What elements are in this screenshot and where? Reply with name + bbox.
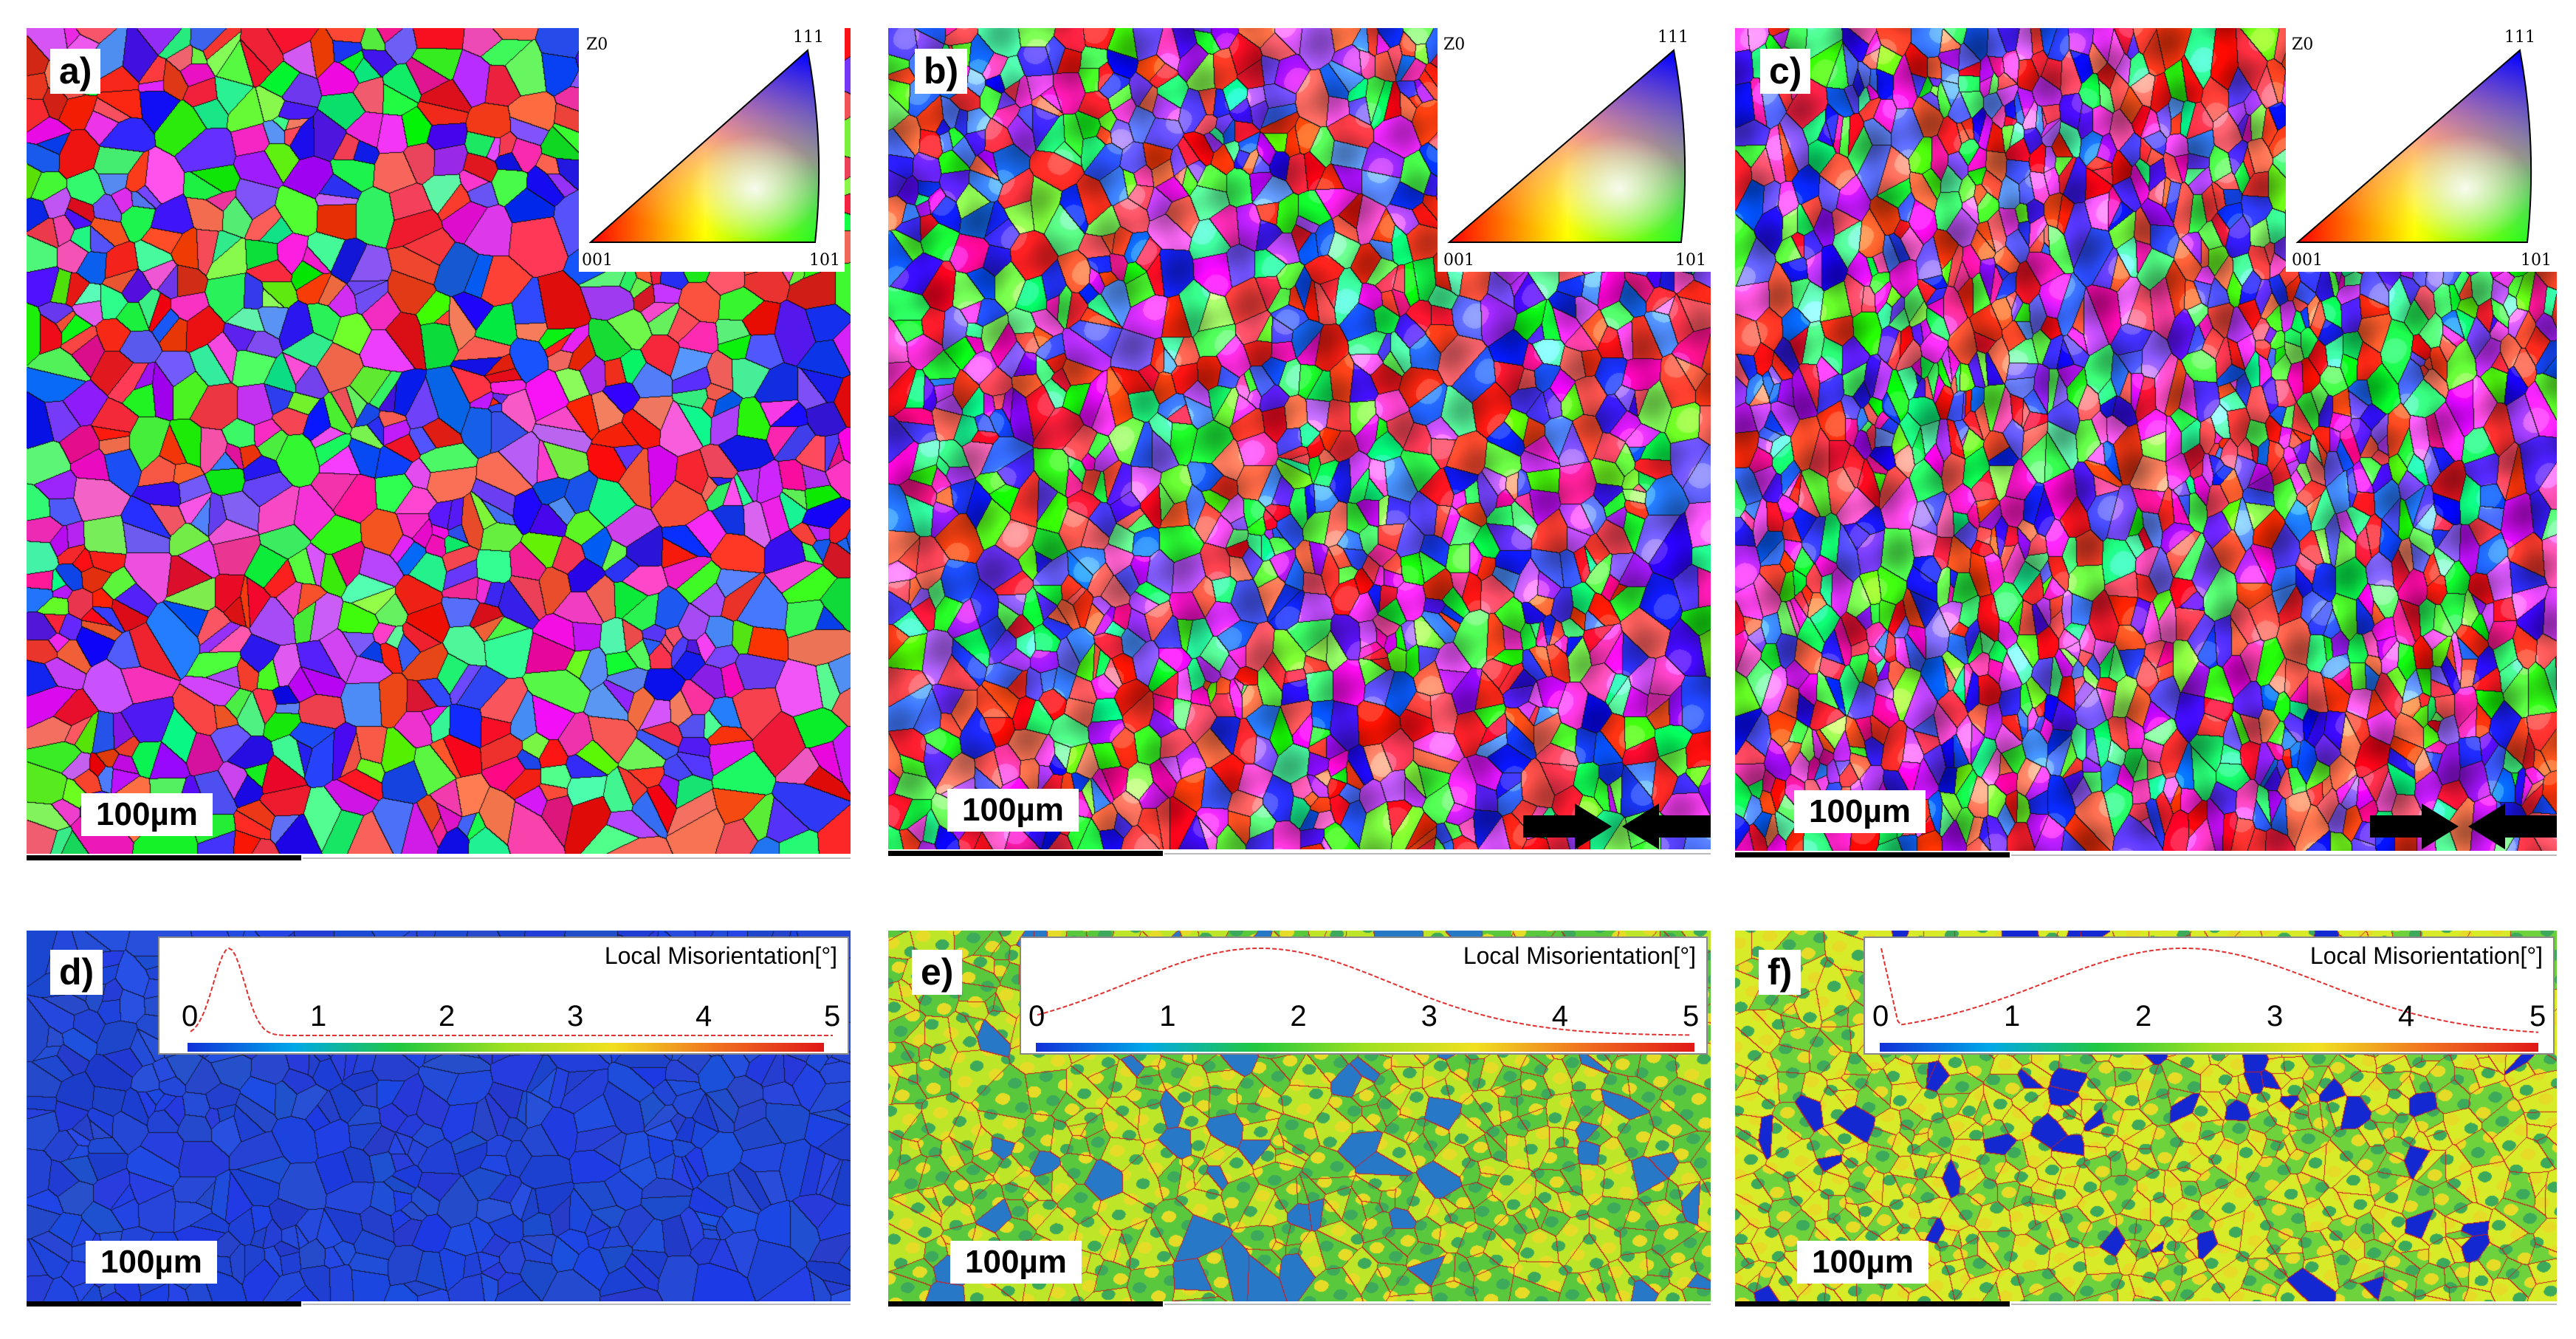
histogram-title: Local Misorientation[°] — [604, 942, 837, 969]
ipf-corner-111: 111 — [2504, 28, 2535, 47]
scale-bar — [27, 1301, 301, 1307]
scale-bar — [888, 851, 1163, 856]
panel-label: c) — [1760, 49, 1811, 94]
ipf-key: Z0 001 101 111 — [2286, 28, 2557, 272]
histogram-distribution-line — [190, 947, 833, 1036]
ipf-triangle-icon — [2295, 49, 2532, 243]
histogram-tick-label: 0 — [182, 1000, 199, 1032]
panel-label: d) — [50, 950, 103, 995]
ipf-corner-111: 111 — [793, 28, 824, 47]
panel-label: a) — [50, 49, 101, 94]
ipf-axis-label: Z0 — [1443, 35, 1466, 54]
histogram-title: Local Misorientation[°] — [2309, 942, 2543, 969]
panel-label: b) — [915, 49, 968, 94]
panel-label: e) — [912, 950, 963, 995]
ipf-key: Z0 001 101 111 — [1438, 28, 1711, 272]
histogram-tick-label: 5 — [824, 1000, 841, 1032]
histogram-tick-label: 4 — [695, 1000, 712, 1032]
histogram-tick-label: 2 — [1290, 1000, 1307, 1032]
histogram-tick-label: 3 — [2267, 1000, 2284, 1032]
histogram-tick-label: 0 — [1028, 1000, 1045, 1032]
scale-bar — [1735, 1301, 2010, 1307]
histogram-tick-label: 1 — [310, 1000, 327, 1032]
status-line — [1164, 853, 1711, 855]
ipf-corner-001: 001 — [2292, 251, 2323, 270]
misorientation-colorbar — [1036, 1043, 1694, 1052]
status-line — [1164, 1304, 1711, 1305]
scale-label: 100µm — [947, 789, 1079, 832]
compression-arrows-icon — [2370, 804, 2557, 849]
status-line — [2011, 1304, 2557, 1305]
histogram-tick-label: 0 — [1872, 1000, 1889, 1032]
ipf-axis-label: Z0 — [2292, 35, 2314, 54]
scale-label: 100µm — [1797, 1241, 1928, 1284]
ipf-map-a: Z0 001 101 111 a) 100µm — [27, 28, 851, 854]
compression-arrows-icon — [1523, 804, 1711, 849]
ipf-corner-101: 101 — [809, 251, 840, 270]
ipf-triangle-icon — [588, 49, 820, 243]
ipf-corner-001: 001 — [582, 251, 613, 270]
scale-label: 100µm — [86, 1241, 217, 1284]
misorientation-histogram: Local Misorientation[°] 0 1 2 3 4 5 — [158, 936, 849, 1055]
ipf-corner-111: 111 — [1658, 28, 1689, 47]
ipf-corner-001: 001 — [1443, 251, 1474, 270]
histogram-tick-label: 5 — [1683, 1000, 1700, 1032]
histogram-tick-label: 3 — [1421, 1000, 1438, 1032]
status-line — [303, 857, 851, 859]
ipf-map-b: Z0 001 101 111 b) 100µm — [888, 28, 1711, 849]
scale-bar — [888, 1301, 1163, 1307]
scale-label: 100µm — [950, 1241, 1082, 1284]
ipf-axis-label: Z0 — [586, 35, 608, 54]
panel-label: f) — [1759, 950, 1802, 995]
histogram-tick-label: 3 — [567, 1000, 584, 1032]
histogram-tick-label: 1 — [1159, 1000, 1176, 1032]
scale-bar — [1735, 852, 2010, 857]
scale-bar — [27, 855, 301, 860]
histogram-tick-label: 4 — [2398, 1000, 2415, 1032]
ipf-map-c: Z0 001 101 111 c) 100µm — [1735, 28, 2557, 851]
histogram-distribution-line — [1881, 948, 2539, 1033]
histogram-tick-label: 1 — [2004, 1000, 2021, 1032]
histogram-distribution-line — [1037, 948, 1692, 1036]
scale-label: 100µm — [1794, 790, 1926, 834]
kam-map-f: Local Misorientation[°] 0 1 2 3 4 5 f) 100µm — [1735, 931, 2557, 1301]
kam-map-d: Local Misorientation[°] 0 1 2 3 4 5 d) 100µm — [27, 931, 851, 1301]
misorientation-colorbar — [188, 1043, 824, 1052]
histogram-tick-label: 2 — [439, 1000, 456, 1032]
ipf-triangle-icon — [1447, 49, 1686, 243]
ipf-corner-101: 101 — [2521, 251, 2552, 270]
kam-map-e: Local Misorientation[°] 0 1 2 3 4 5 e) 100µm — [888, 931, 1711, 1301]
ipf-key: Z0 001 101 111 — [579, 28, 845, 272]
histogram-tick-label: 2 — [2135, 1000, 2152, 1032]
histogram-tick-label: 5 — [2529, 1000, 2546, 1032]
histogram-tick-label: 4 — [1551, 1000, 1569, 1032]
histogram-curve — [190, 947, 833, 1036]
histogram-title: Local Misorientation[°] — [1463, 942, 1696, 969]
ipf-corner-101: 101 — [1675, 251, 1706, 270]
misorientation-histogram: Local Misorientation[°] 0 1 2 3 4 5 — [1864, 936, 2555, 1055]
histogram-curve — [1037, 948, 1692, 1036]
histogram-curve — [1881, 948, 2539, 1033]
scale-label: 100µm — [81, 793, 213, 837]
status-line — [303, 1304, 851, 1305]
status-line — [2011, 855, 2557, 856]
misorientation-histogram: Local Misorientation[°] 0 1 2 3 4 5 — [1020, 936, 1708, 1055]
misorientation-colorbar — [1880, 1043, 2538, 1052]
